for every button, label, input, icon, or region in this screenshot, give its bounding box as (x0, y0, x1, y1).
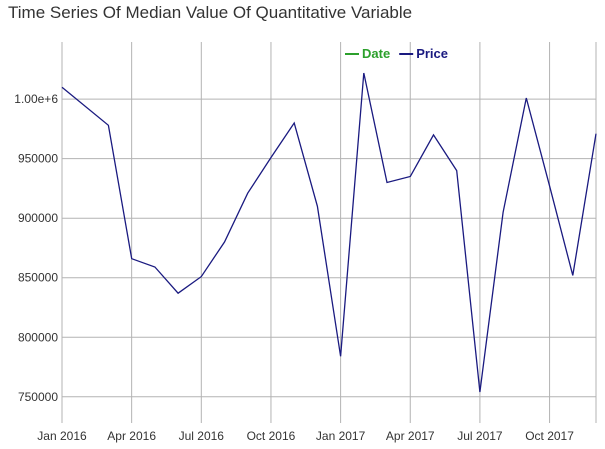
chart-title: Time Series Of Median Value Of Quantitat… (8, 3, 413, 22)
legend-label-date[interactable]: Date (362, 46, 390, 61)
x-tick-label: Oct 2016 (247, 429, 296, 443)
y-tick-label: 950000 (18, 152, 58, 166)
x-tick-label: Jan 2017 (316, 429, 366, 443)
y-tick-label: 750000 (18, 390, 58, 404)
gridlines (61, 42, 597, 423)
legend-label-price[interactable]: Price (416, 46, 448, 61)
y-tick-label: 1.00e+6 (14, 92, 58, 106)
series-layer (61, 72, 597, 393)
y-tick-label: 800000 (18, 330, 58, 344)
legend[interactable]: Date Price (345, 46, 448, 61)
series-line-price (61, 72, 597, 393)
x-tick-label: Jan 2016 (37, 429, 87, 443)
x-tick-label: Oct 2017 (525, 429, 574, 443)
x-tick-label: Jul 2017 (457, 429, 503, 443)
x-tick-label: Apr 2016 (107, 429, 156, 443)
x-tick-label: Jul 2016 (179, 429, 225, 443)
y-axis-ticks: 750000 800000 850000 900000 950000 1.00e+6 (14, 92, 58, 404)
y-tick-label: 900000 (18, 211, 58, 225)
x-axis-ticks: Jan 2016 Apr 2016 Jul 2016 Oct 2016 Jan 2017… (37, 429, 574, 443)
x-tick-label: Apr 2017 (386, 429, 435, 443)
y-tick-label: 850000 (18, 271, 58, 285)
